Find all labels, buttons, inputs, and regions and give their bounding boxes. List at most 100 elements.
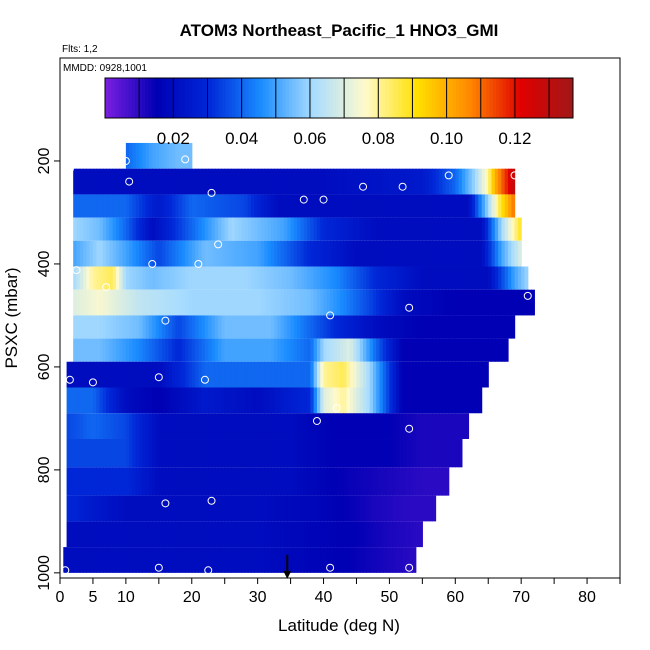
heatmap-cell: [284, 387, 288, 414]
heatmap-cell: [359, 495, 364, 522]
heatmap-cell: [504, 338, 509, 362]
heatmap-cell: [231, 266, 236, 290]
heatmap-cell: [125, 521, 130, 548]
heatmap-cell: [73, 495, 78, 522]
heatmap-cell: [73, 315, 78, 339]
heatmap-cell: [142, 266, 147, 290]
heatmap-cell: [148, 547, 153, 573]
heatmap-cell: [254, 547, 259, 573]
heatmap-cell: [145, 168, 150, 195]
heatmap-cell: [425, 495, 430, 522]
colorbar-segment: [509, 78, 514, 118]
heatmap-cell: [208, 387, 213, 414]
heatmap-cell: [349, 495, 354, 522]
heatmap-cell: [452, 266, 456, 290]
sample-point: [405, 563, 414, 572]
heatmap-cell: [330, 217, 335, 241]
heatmap-cell: [366, 495, 371, 522]
heatmap-cell: [284, 217, 288, 241]
heatmap-cell: [228, 168, 232, 195]
heatmap-cell: [412, 338, 417, 362]
heatmap-cell: [155, 315, 160, 339]
heatmap-cell: [155, 438, 160, 468]
heatmap-cell: [389, 240, 394, 267]
heatmap-cell: [135, 467, 140, 496]
heatmap-cell: [204, 194, 209, 218]
heatmap-cell: [300, 438, 305, 468]
heatmap-cell: [303, 338, 308, 362]
heatmap-cell: [162, 168, 167, 195]
heatmap-cell: [152, 387, 157, 414]
heatmap-cell: [270, 315, 275, 339]
heatmap-cell: [129, 240, 134, 267]
heatmap-cell: [188, 361, 193, 388]
heatmap-cell: [297, 217, 302, 241]
colorbar-segment: [365, 78, 370, 118]
colorbar-segment: [382, 78, 387, 118]
heatmap-cell: [363, 547, 367, 573]
heatmap-cell: [320, 495, 325, 522]
heatmap-cell: [484, 217, 489, 241]
heatmap-cell: [353, 217, 358, 241]
heatmap-cell: [221, 338, 226, 362]
colorbar-segment: [432, 78, 437, 118]
heatmap-cell: [409, 361, 414, 388]
heatmap-cell: [422, 266, 427, 290]
heatmap-cell: [303, 240, 308, 267]
heatmap-cell: [125, 495, 130, 522]
heatmap-cell: [247, 194, 252, 218]
heatmap-cell: [303, 266, 308, 290]
heatmap-cell: [310, 413, 315, 439]
heatmap-cell: [244, 240, 249, 267]
heatmap-cell: [330, 240, 335, 267]
heatmap-cell: [142, 289, 147, 316]
heatmap-cell: [313, 289, 318, 316]
heatmap-cell: [458, 289, 463, 316]
heatmap-cell: [191, 361, 196, 388]
heatmap-cell: [112, 387, 117, 414]
heatmap-cell: [165, 438, 170, 468]
colorbar-segment: [419, 78, 424, 118]
heatmap-cell: [313, 266, 318, 290]
heatmap-cell: [316, 338, 321, 362]
heatmap-cell: [336, 495, 341, 522]
heatmap-cell: [425, 361, 430, 388]
heatmap-cell: [448, 289, 453, 316]
heatmap-cell: [422, 194, 427, 218]
heatmap-cell: [402, 315, 407, 339]
heatmap-cell: [396, 387, 400, 414]
heatmap-cell: [270, 495, 275, 522]
heatmap-cell: [79, 240, 84, 267]
y-tick-label: 200: [36, 148, 53, 175]
heatmap-cell: [264, 315, 269, 339]
heatmap-cell: [185, 495, 190, 522]
heatmap-cell: [251, 315, 255, 339]
heatmap-cell: [517, 266, 522, 290]
heatmap-cell: [359, 521, 364, 548]
heatmap-cell: [432, 495, 437, 522]
heatmap-cell: [257, 315, 262, 339]
heatmap-cell: [139, 467, 143, 496]
heatmap-cell: [363, 495, 367, 522]
heatmap-cell: [363, 315, 367, 339]
heatmap-cell: [178, 521, 183, 548]
heatmap-cell: [359, 467, 364, 496]
heatmap-cell: [247, 289, 252, 316]
heatmap-cell: [392, 194, 397, 218]
x-tick-label: 10: [117, 589, 135, 606]
heatmap-cell: [300, 289, 305, 316]
heatmap-cell: [168, 315, 173, 339]
heatmap-cell: [346, 438, 351, 468]
heatmap-cell: [73, 217, 78, 241]
heatmap-cell: [461, 266, 466, 290]
heatmap-cell: [270, 194, 275, 218]
heatmap-cell: [461, 413, 466, 439]
heatmap-cell: [218, 266, 223, 290]
heatmap-cell: [307, 338, 311, 362]
heatmap-cell: [122, 361, 127, 388]
sample-point: [161, 499, 170, 508]
heatmap-cell: [369, 361, 374, 388]
heatmap-cell: [165, 387, 170, 414]
heatmap-cell: [491, 168, 496, 195]
